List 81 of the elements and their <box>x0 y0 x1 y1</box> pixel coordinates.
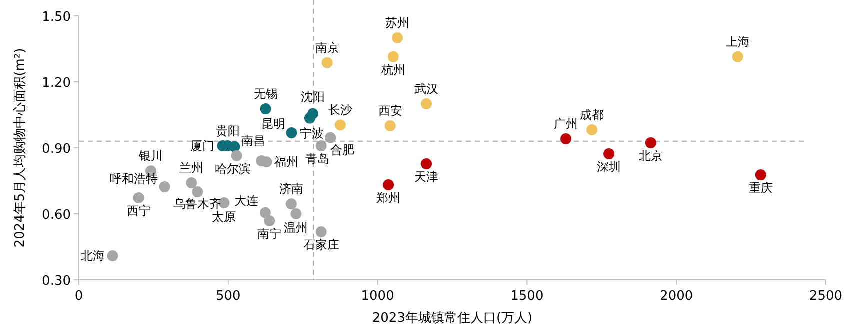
annotation: 南宁 <box>258 227 282 242</box>
y-tick-label: 0.60 <box>42 208 71 223</box>
y-tick-label: 0.30 <box>42 274 71 289</box>
point <box>286 198 297 210</box>
annotation: 南京 <box>315 40 340 55</box>
point <box>388 51 399 62</box>
x-tick-label: 500 <box>216 289 241 304</box>
x-tick-label: 1500 <box>510 289 544 304</box>
annotation: 广州 <box>554 116 578 131</box>
y-tick-label: 1.20 <box>42 76 71 91</box>
annotation: 昆明 <box>262 117 286 132</box>
annotation: 北京 <box>638 148 663 163</box>
annotation: 上海 <box>726 34 750 49</box>
annotation: 西宁 <box>126 204 151 218</box>
annotation: 沈阳 <box>300 90 325 104</box>
annotation: 哈尔滨 <box>214 162 251 176</box>
annotation: 武汉 <box>414 82 439 96</box>
annotation: 重庆 <box>748 181 773 196</box>
annotation: 苏州 <box>386 16 410 30</box>
point <box>604 148 615 160</box>
point <box>186 177 198 188</box>
point <box>586 124 598 136</box>
point <box>322 57 333 68</box>
annotation: 杭州 <box>380 62 406 77</box>
annotation: 郑州 <box>376 190 401 205</box>
annotation: 青岛 <box>305 152 330 166</box>
point <box>107 250 118 262</box>
point <box>325 132 336 144</box>
y-tick-label: 1.50 <box>42 10 71 25</box>
point <box>264 216 276 227</box>
point <box>290 208 302 220</box>
point <box>316 140 327 152</box>
point <box>645 137 656 148</box>
annotation: 合肥 <box>330 142 355 157</box>
annotation: 宁波 <box>300 126 324 140</box>
point <box>560 133 572 144</box>
annotation: 无锡 <box>254 87 278 102</box>
annotation: 太原 <box>212 210 236 224</box>
annotation: 福州 <box>274 155 299 170</box>
point <box>231 150 242 162</box>
point <box>421 158 432 170</box>
point <box>755 170 766 181</box>
y-axis-title: 2024年5月人均购物中心面积(m²) <box>12 48 28 248</box>
point <box>229 141 240 152</box>
annotation: 天津 <box>414 170 439 184</box>
x-axis-title: 2023年城镇常住人口(万人) <box>372 311 533 326</box>
point <box>133 192 144 204</box>
annotation: 温州 <box>284 221 308 235</box>
annotation: 长沙 <box>328 103 352 118</box>
point <box>421 98 432 110</box>
annotation: 贵阳 <box>216 124 240 138</box>
point <box>334 120 346 131</box>
annotation: 银川 <box>138 149 164 164</box>
point <box>159 181 170 192</box>
annotation: 北海 <box>80 249 105 264</box>
point <box>392 32 404 44</box>
annotation: 呼和浩特 <box>110 172 158 186</box>
point <box>260 207 271 218</box>
annotation: 石家庄 <box>303 238 340 252</box>
annotation: 乌鲁木齐 <box>174 197 222 211</box>
point <box>316 226 327 238</box>
annotation: 西安 <box>378 104 402 118</box>
annotation: 成都 <box>580 108 604 122</box>
x-tick-label: 0 <box>74 289 84 304</box>
point <box>286 128 298 139</box>
point <box>384 120 396 132</box>
x-tick-label: 1000 <box>361 289 394 304</box>
point <box>260 104 272 115</box>
annotation: 兰州 <box>180 160 204 175</box>
point <box>732 51 744 62</box>
point <box>383 179 394 190</box>
annotation: 济南 <box>279 182 304 196</box>
x-tick-label: 2500 <box>809 289 843 304</box>
annotation: 南昌 <box>242 134 266 148</box>
y-tick-label: 0.90 <box>42 142 71 157</box>
annotation: 厦门 <box>190 139 215 154</box>
point <box>192 186 204 198</box>
point <box>304 112 316 124</box>
annotation: 大连 <box>234 194 258 208</box>
annotation: 深圳 <box>597 160 622 174</box>
x-tick-label: 2000 <box>660 289 694 304</box>
